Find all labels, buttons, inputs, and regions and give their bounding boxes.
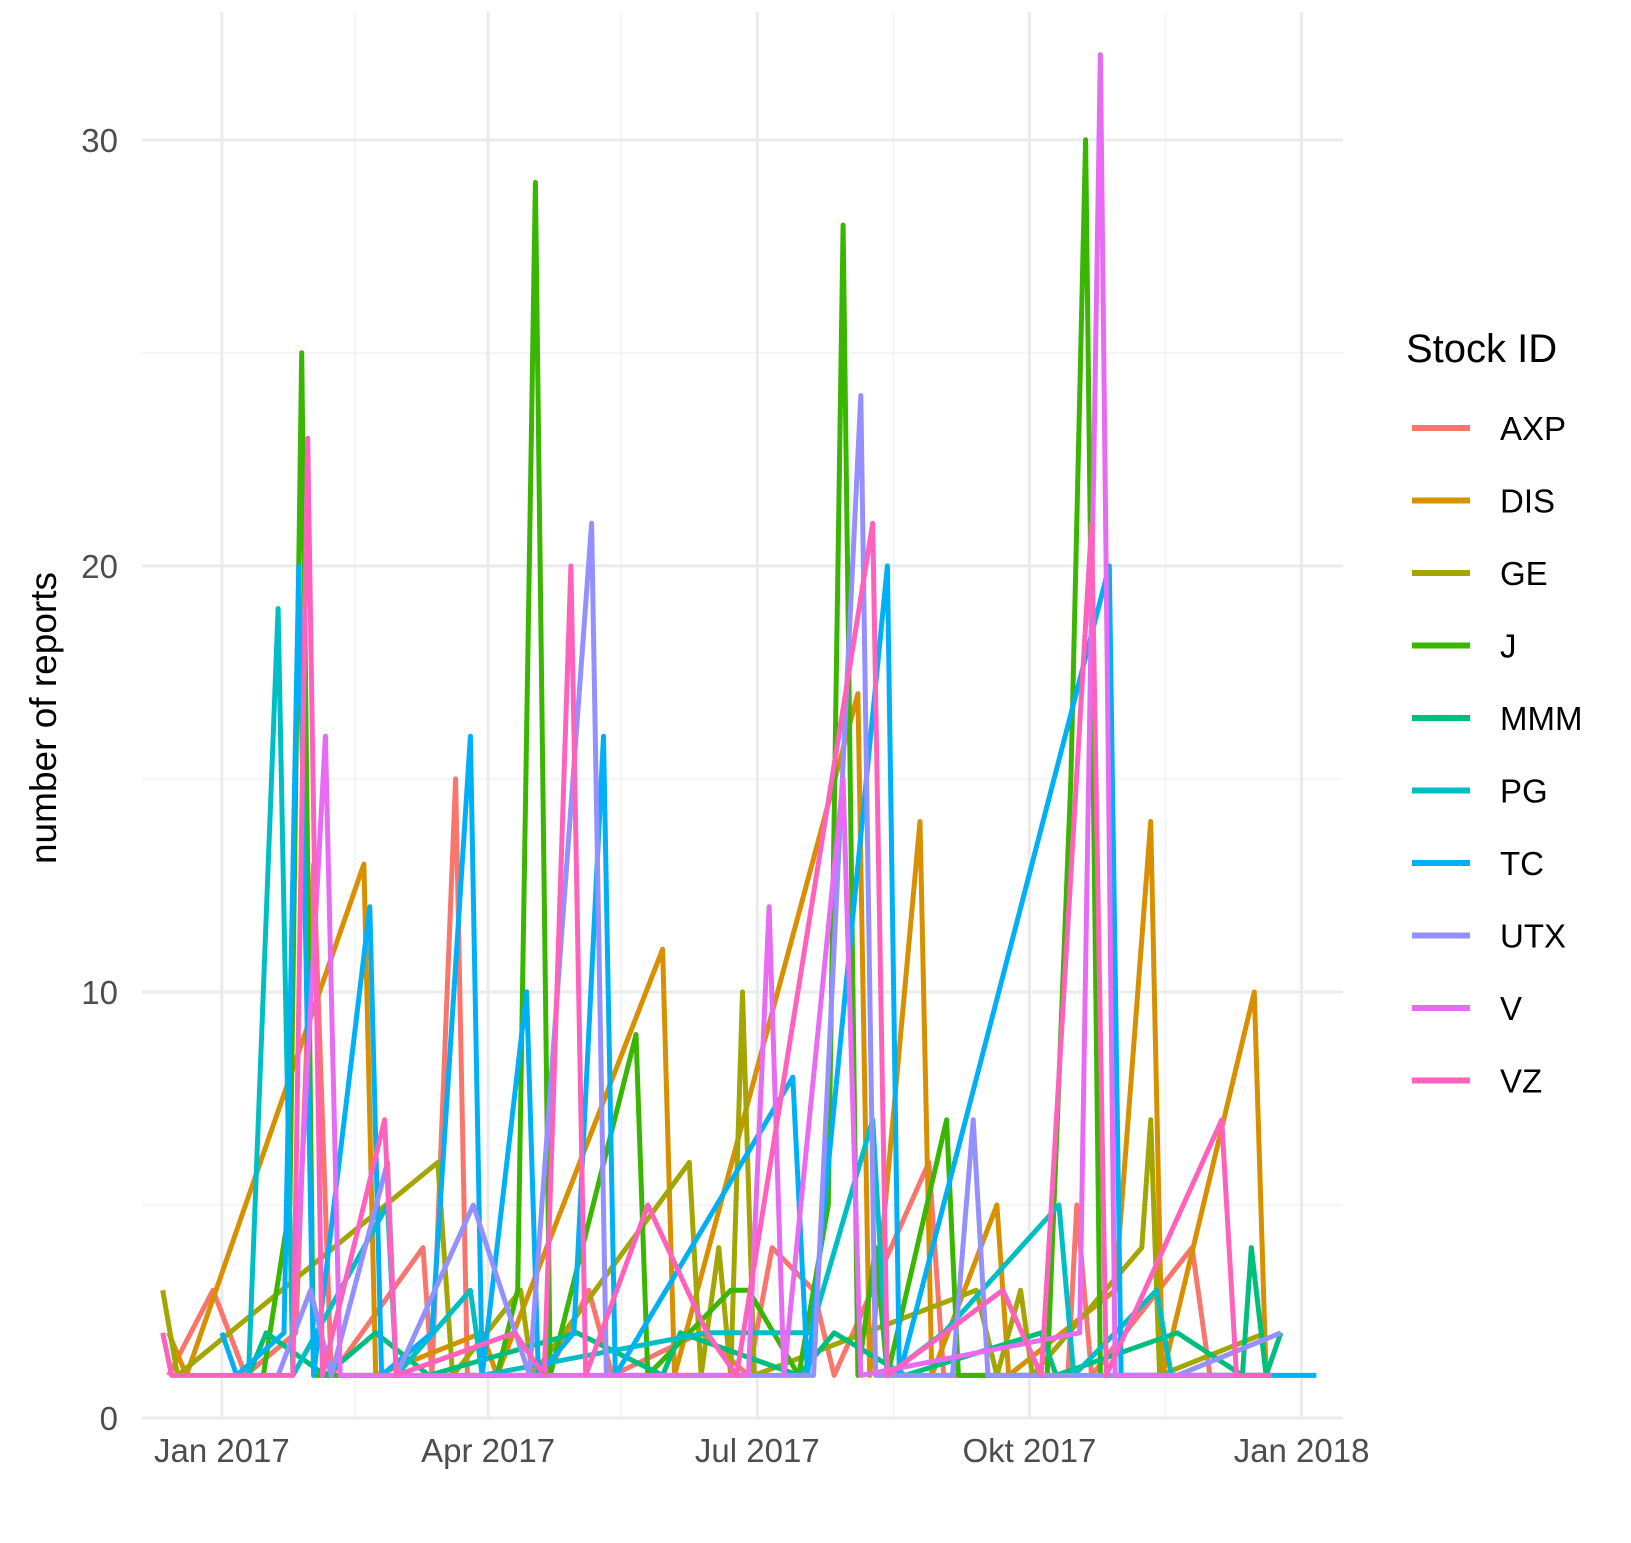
legend-label-j: J <box>1500 628 1517 665</box>
axis-tick-labels: 0 10 20 30 Jan 2017 Apr 2017 Jul 2017 Okt 2017 J… <box>81 122 1369 1469</box>
x-tick-label: Okt 2017 <box>962 1432 1096 1469</box>
legend-label-vz: VZ <box>1500 1063 1542 1100</box>
x-tick-label: Apr 2017 <box>421 1432 555 1469</box>
series-line-ge <box>160 989 1268 1378</box>
series-line-v <box>290 52 1237 1378</box>
legend-label-tc: TC <box>1500 845 1544 882</box>
y-tick-label: 0 <box>100 1400 118 1437</box>
legend-label-dis: DIS <box>1500 483 1555 520</box>
legend-label-utx: UTX <box>1500 918 1566 955</box>
legend-label-pg: PG <box>1500 773 1548 810</box>
y-tick-label: 10 <box>81 974 118 1011</box>
x-tick-label: Jan 2017 <box>154 1432 290 1469</box>
series-lines <box>160 52 1317 1378</box>
legend-label-ge: GE <box>1500 555 1548 592</box>
x-tick-label: Jan 2018 <box>1234 1432 1370 1469</box>
legend-label-v: V <box>1500 990 1522 1027</box>
y-tick-label: 20 <box>81 548 118 585</box>
legend: Stock ID AXP DIS GE J MMM PG TC UTX V VZ <box>1406 327 1582 1100</box>
y-tick-label: 30 <box>81 122 118 159</box>
legend-label-mmm: MMM <box>1500 700 1582 737</box>
x-tick-label: Jul 2017 <box>695 1432 820 1469</box>
legend-title: Stock ID <box>1406 327 1557 371</box>
legend-label-axp: AXP <box>1500 410 1566 447</box>
series-line-vz <box>160 435 1272 1378</box>
y-axis-title: number of reports <box>23 572 64 864</box>
